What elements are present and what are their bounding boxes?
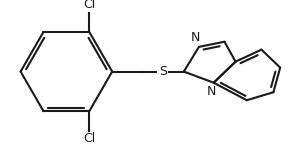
Text: S: S [159,65,167,78]
Text: Cl: Cl [83,0,95,11]
Text: N: N [207,86,216,98]
Text: Cl: Cl [83,132,95,144]
Text: N: N [191,31,200,44]
